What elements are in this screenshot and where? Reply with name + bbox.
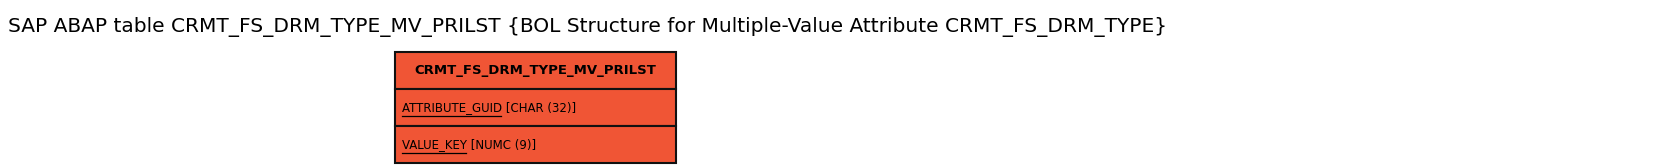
Bar: [396, 89, 676, 126]
Text: CRMT_FS_DRM_TYPE_MV_PRILST: CRMT_FS_DRM_TYPE_MV_PRILST: [414, 64, 656, 77]
Text: SAP ABAP table CRMT_FS_DRM_TYPE_MV_PRILST {BOL Structure for Multiple-Value Attr: SAP ABAP table CRMT_FS_DRM_TYPE_MV_PRILS…: [8, 17, 1167, 37]
Bar: [396, 126, 676, 163]
Text: ATTRIBUTE_GUID [CHAR (32)]: ATTRIBUTE_GUID [CHAR (32)]: [402, 101, 576, 114]
Bar: [396, 52, 676, 89]
Text: VALUE_KEY [NUMC (9)]: VALUE_KEY [NUMC (9)]: [402, 138, 536, 151]
